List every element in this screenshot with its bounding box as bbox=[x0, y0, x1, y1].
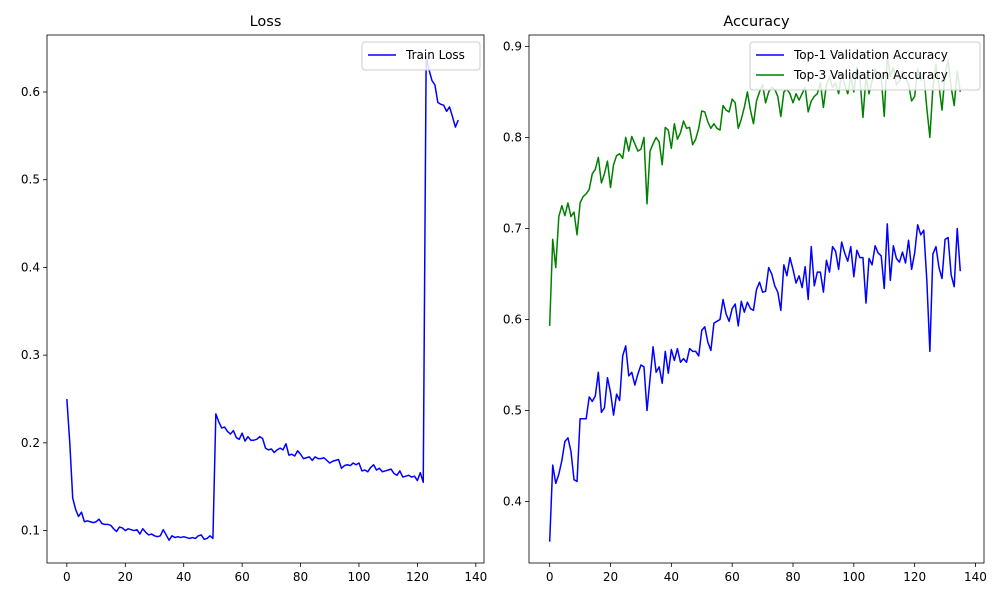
y-tick-label: 0.8 bbox=[503, 130, 522, 144]
chart-panel-accuracy: 0 20 40 60 80 100 120 140 0.4 0.5 0.6 0.7 0.8 0.9 Accu… bbox=[503, 14, 987, 584]
x-tick-label: 140 bbox=[464, 570, 487, 584]
x-tick-label: 100 bbox=[842, 570, 865, 584]
x-tick-label: 0 bbox=[63, 570, 71, 584]
series-line-1 bbox=[66, 56, 459, 541]
legend: Top-1 Validation Accuracy Top-3 Validatio… bbox=[749, 41, 981, 91]
x-tick-label: 120 bbox=[406, 570, 429, 584]
y-tick-label: 0.4 bbox=[21, 260, 40, 274]
x-tick-label: 60 bbox=[234, 570, 249, 584]
y-tick-label: 0.4 bbox=[503, 495, 522, 509]
chart-panel-loss: 0 20 40 60 80 100 120 140 0.1 0.2 0.3 0.4 0.5 0.6 Loss… bbox=[21, 14, 487, 584]
x-tick-label: 0 bbox=[546, 570, 554, 584]
x-tick-label: 100 bbox=[348, 570, 371, 584]
series-line-2 bbox=[548, 54, 962, 326]
legend-label-1: Train Loss bbox=[405, 48, 465, 62]
legend-label-1: Top-1 Validation Accuracy bbox=[793, 48, 948, 62]
legend-label-2: Top-3 Validation Accuracy bbox=[793, 68, 948, 82]
x-tick-label: 20 bbox=[603, 570, 618, 584]
y-tick-label: 0.2 bbox=[21, 436, 40, 450]
y-tick-label: 0.7 bbox=[503, 221, 522, 235]
chart-title: Loss bbox=[250, 14, 282, 30]
y-tick-label: 0.3 bbox=[21, 348, 40, 362]
legend-box bbox=[361, 41, 481, 71]
x-tick-label: 40 bbox=[664, 570, 679, 584]
legend-box bbox=[749, 41, 981, 91]
series-line-1 bbox=[548, 223, 962, 542]
plot-frame bbox=[528, 34, 985, 564]
y-tick-label: 0.1 bbox=[21, 524, 40, 538]
legend: Train Loss bbox=[361, 41, 481, 71]
x-tick-label: 80 bbox=[785, 570, 800, 584]
y-tick-label: 0.5 bbox=[503, 404, 522, 418]
x-tick-label: 40 bbox=[176, 570, 191, 584]
plot-frame bbox=[46, 34, 485, 564]
y-tick-label: 0.9 bbox=[503, 39, 522, 53]
y-tick-label: 0.6 bbox=[503, 312, 522, 326]
chart-title: Accuracy bbox=[723, 14, 790, 30]
x-tick-label: 20 bbox=[118, 570, 133, 584]
x-tick-label: 140 bbox=[964, 570, 987, 584]
x-tick-label: 80 bbox=[293, 570, 308, 584]
x-tick-label: 60 bbox=[725, 570, 740, 584]
y-tick-label: 0.6 bbox=[21, 85, 40, 99]
y-tick-label: 0.5 bbox=[21, 173, 40, 187]
x-tick-label: 120 bbox=[903, 570, 926, 584]
